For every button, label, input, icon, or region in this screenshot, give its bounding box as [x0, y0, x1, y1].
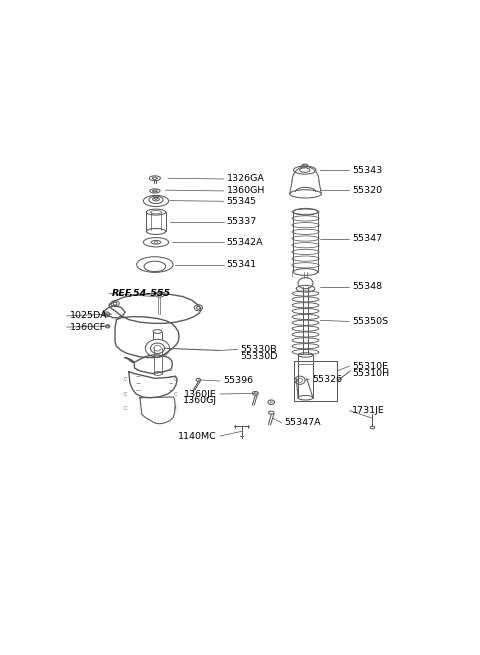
Text: REF,54-555: REF,54-555: [112, 289, 171, 298]
Text: 55345: 55345: [227, 196, 257, 206]
Text: 1360GJ: 1360GJ: [183, 396, 217, 405]
Text: 1360CF: 1360CF: [70, 322, 106, 331]
Text: 55330D: 55330D: [241, 352, 278, 360]
Text: 55347A: 55347A: [284, 418, 321, 427]
Text: 55337: 55337: [227, 217, 257, 226]
Text: 1140MC: 1140MC: [178, 432, 217, 441]
Text: C: C: [174, 392, 177, 396]
Text: 55343: 55343: [352, 166, 383, 175]
Text: 1025DA: 1025DA: [70, 311, 108, 320]
Text: 55396: 55396: [223, 377, 253, 386]
Text: 55348: 55348: [352, 282, 383, 291]
Text: C: C: [123, 377, 127, 382]
Text: 55310E: 55310E: [352, 362, 388, 371]
Text: 55342A: 55342A: [227, 238, 264, 247]
Text: 1326GA: 1326GA: [227, 174, 264, 183]
Text: 55330B: 55330B: [241, 345, 277, 354]
Text: 55341: 55341: [227, 260, 257, 269]
Text: C: C: [123, 405, 127, 411]
Text: 55350S: 55350S: [352, 317, 388, 326]
Text: 55320: 55320: [352, 185, 383, 195]
Text: 55347: 55347: [352, 234, 383, 243]
Text: C: C: [123, 392, 127, 396]
Text: 1360GH: 1360GH: [227, 187, 265, 195]
Text: 55310H: 55310H: [352, 369, 389, 378]
Text: 1731JE: 1731JE: [352, 406, 385, 415]
Text: 1360JE: 1360JE: [184, 390, 217, 398]
Text: 55326: 55326: [312, 375, 342, 384]
Text: C: C: [174, 405, 177, 411]
Text: C: C: [174, 377, 177, 382]
